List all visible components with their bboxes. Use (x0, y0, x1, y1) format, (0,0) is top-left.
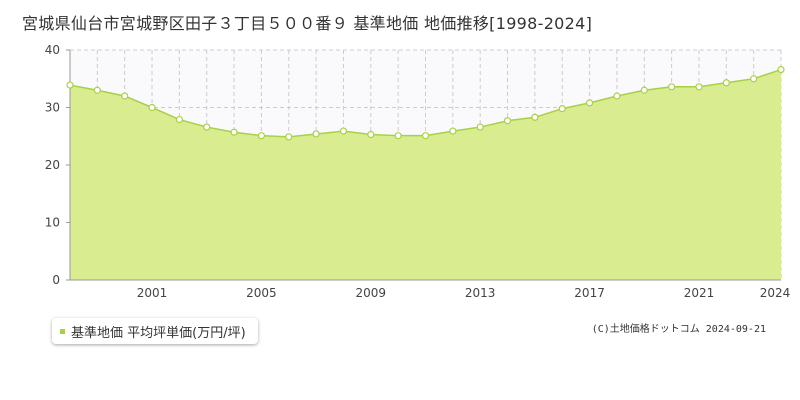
data-point (503, 117, 512, 125)
data-point (640, 86, 648, 94)
data-point (257, 132, 266, 140)
legend-swatch (60, 328, 65, 334)
y-tick-label: 20 (45, 158, 60, 172)
x-tick-label: 2005 (246, 286, 277, 300)
data-point (613, 92, 621, 100)
y-tick-label: 10 (45, 216, 60, 230)
data-point (148, 103, 156, 112)
data-point (585, 99, 594, 107)
data-point (449, 127, 457, 135)
y-tick-label: 40 (45, 43, 60, 57)
data-point (175, 115, 183, 124)
data-point (558, 105, 566, 113)
data-point (476, 123, 484, 131)
x-tick-label: 2017 (574, 286, 605, 300)
data-point (722, 79, 730, 87)
data-point (421, 132, 430, 140)
data-point (312, 130, 320, 138)
data-point (777, 65, 785, 74)
x-axis-ticks: 2001 2005 2009 2013 2017 2021 2024 (137, 286, 791, 300)
data-point (668, 83, 676, 91)
x-tick-label: 2013 (465, 286, 496, 300)
data-point (66, 81, 74, 89)
legend-label: 基準地価 平均坪単価(万円/坪) (71, 325, 246, 341)
y-tick-label: 0 (52, 273, 60, 287)
data-point (121, 92, 129, 100)
data-point (394, 132, 402, 140)
x-tick-label: 2009 (356, 286, 387, 300)
x-tick-label: 2021 (684, 286, 715, 300)
data-point (750, 75, 758, 83)
data-point (367, 130, 375, 139)
series-points (66, 65, 785, 141)
data-point (285, 133, 293, 141)
data-point (230, 128, 238, 136)
x-tick-label: 2024 (760, 286, 791, 300)
y-axis-ticks: 0 10 20 30 40 (45, 43, 70, 287)
chart-title: 宮城県仙台市宮城野区田子３丁目５００番９ 基準地価 地価推移[1998-2024… (22, 14, 593, 33)
data-point (339, 127, 348, 135)
x-tick-label: 2001 (137, 286, 168, 300)
data-point (695, 83, 703, 91)
y-tick-label: 30 (45, 101, 60, 115)
legend: 基準地価 平均坪単価(万円/坪) (52, 318, 258, 344)
credit-text: (C)土地価格ドットコム 2024-09-21 (591, 324, 766, 335)
data-point (531, 113, 539, 121)
series-area (70, 69, 781, 280)
data-point (93, 86, 101, 94)
data-point (203, 123, 211, 131)
